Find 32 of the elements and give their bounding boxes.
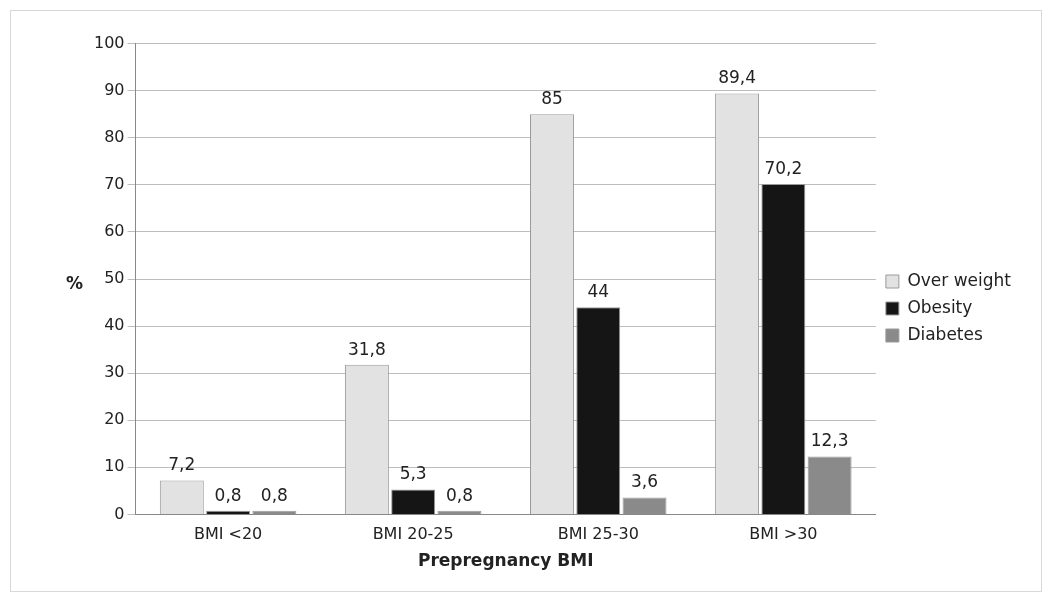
y-tick-label: 80: [104, 126, 125, 146]
y-tick-label: 0: [114, 503, 125, 523]
data-label: 7,2: [168, 454, 196, 475]
data-label: 0,8: [260, 484, 288, 505]
data-label: 89,4: [718, 67, 756, 88]
x-axis-title: Prepregnancy BMI: [417, 550, 594, 571]
data-label: 85: [541, 88, 563, 109]
x-tick-label: BMI <20: [193, 524, 263, 544]
y-axis-title: %: [66, 273, 84, 293]
y-tick-label: 40: [104, 315, 125, 335]
legend-label: Over weight: [907, 269, 1012, 290]
y-tick-label: 100: [93, 32, 125, 52]
data-label: 0,8: [214, 484, 242, 505]
y-tick-label: 10: [104, 456, 125, 476]
y-tick-label: 30: [104, 362, 125, 382]
data-label: 70,2: [764, 157, 803, 178]
data-label: 0,8: [445, 484, 473, 505]
x-tick-label: BMI >30: [749, 524, 818, 544]
x-tick-label: BMI 25-30: [557, 524, 639, 544]
x-tick-label: BMI 20-25: [372, 524, 454, 544]
data-label: 3,6: [631, 471, 659, 492]
y-tick-label: 90: [104, 79, 125, 99]
y-tick-label: 60: [104, 221, 125, 241]
legend-label: Diabetes: [907, 323, 983, 344]
data-label: 5,3: [399, 463, 427, 484]
data-label: 31,8: [347, 338, 386, 359]
data-label: 12,3: [810, 430, 849, 451]
y-tick-label: 70: [104, 174, 125, 193]
data-label: 44: [587, 281, 610, 302]
y-tick-label: 50: [104, 268, 125, 288]
legend-label: Obesity: [907, 296, 973, 317]
y-tick-label: 20: [104, 409, 125, 429]
